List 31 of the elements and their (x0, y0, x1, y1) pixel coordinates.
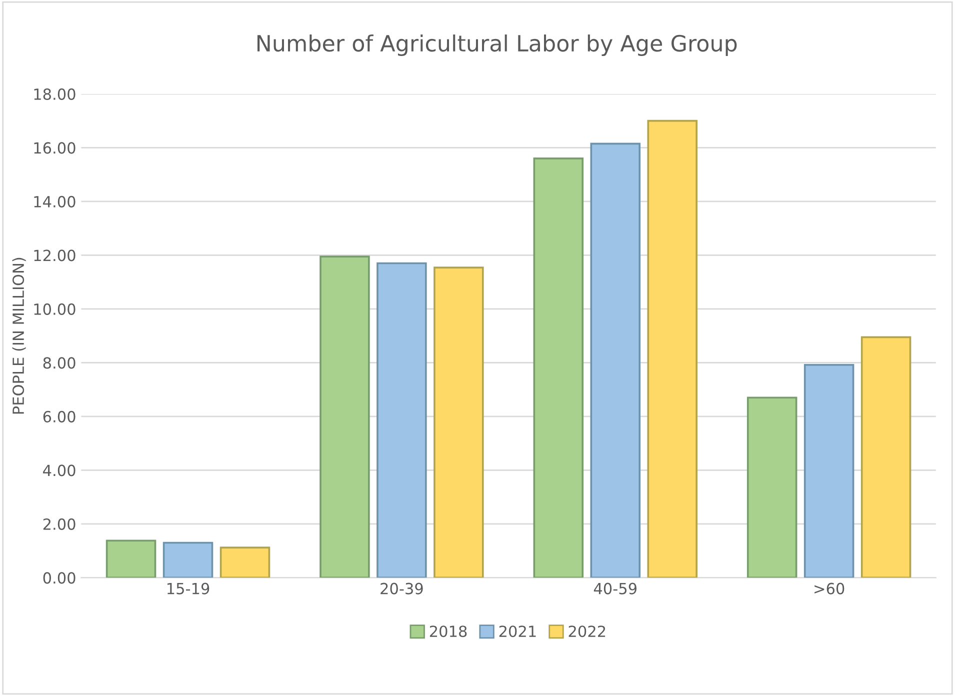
y-axis-title: PEOPLE (IN MILLION) (12, 258, 26, 414)
x-tick-label: >60 (814, 582, 844, 594)
y-tick-label: 18.00 (34, 88, 76, 100)
x-tick-label: 20-39 (380, 582, 423, 594)
y-tick-label: 0.00 (43, 572, 76, 584)
x-tick-label: 40-59 (594, 582, 636, 594)
y-tick-label: 6.00 (43, 410, 76, 422)
y-tick-label: 8.00 (43, 357, 76, 369)
bar (590, 142, 640, 578)
x-tick-label: 15-19 (167, 582, 210, 594)
bar (434, 266, 484, 578)
legend-label: 2018 (430, 626, 467, 638)
y-tick-label: 10.00 (34, 303, 76, 315)
legend-label: 2022 (568, 626, 606, 638)
bar (647, 120, 698, 578)
bar (220, 546, 270, 578)
legend-label: 2021 (499, 626, 536, 638)
y-tick-label: 2.00 (43, 518, 76, 530)
bar (804, 364, 854, 578)
bar (162, 542, 214, 578)
y-tick-label: 16.00 (34, 142, 76, 154)
bar (320, 256, 370, 578)
bar (860, 336, 912, 578)
chart-title: Number of Agricultural Labor by Age Group (257, 34, 737, 56)
bar (106, 540, 156, 578)
y-tick-label: 12.00 (34, 250, 76, 262)
bar (376, 262, 427, 578)
bar (533, 158, 584, 578)
bar (746, 396, 798, 578)
y-tick-label: 14.00 (34, 196, 76, 208)
y-tick-label: 4.00 (43, 464, 76, 476)
